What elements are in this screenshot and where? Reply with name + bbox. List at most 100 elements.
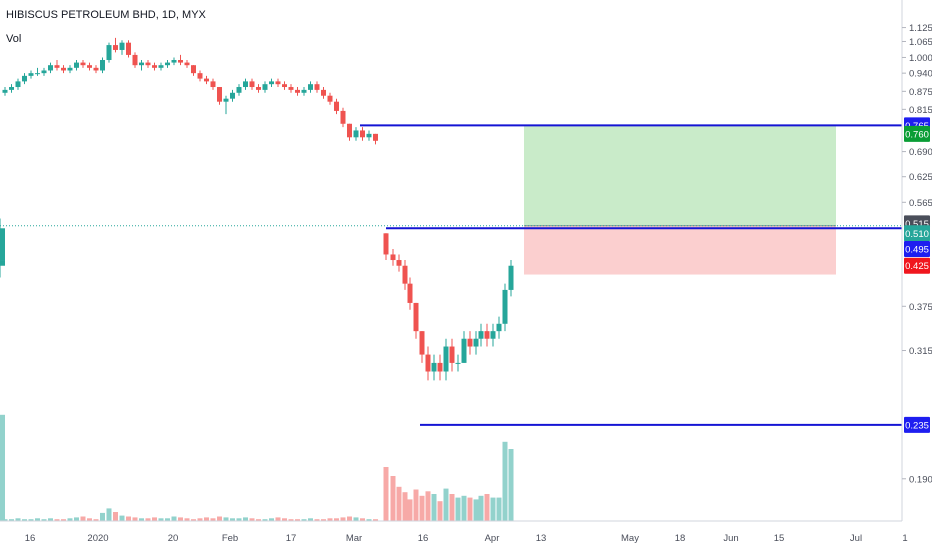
time-tick-label: 20 <box>168 533 179 544</box>
volume-bar <box>100 512 105 521</box>
candle-body <box>353 130 359 138</box>
volume-bar <box>282 518 287 521</box>
volume-bar <box>41 519 47 521</box>
time-tick-label: 18 <box>675 533 686 544</box>
volume-bar <box>334 518 339 521</box>
candle-body <box>288 87 294 90</box>
volume-bar <box>314 519 320 521</box>
candle-body <box>295 89 300 93</box>
candle-body <box>407 283 413 303</box>
volume-bar <box>419 495 425 521</box>
volume-bar <box>243 517 248 521</box>
price-tick-label: 0.690 <box>909 147 932 158</box>
candle-body <box>249 81 255 88</box>
candle-body <box>461 338 467 363</box>
volume-bar <box>223 517 229 521</box>
candle-body <box>478 331 484 339</box>
candle-body <box>327 95 333 102</box>
volume-bar <box>249 518 255 521</box>
volume-bar <box>308 518 313 521</box>
price-tick-label: 0.315 <box>909 346 932 357</box>
candle-body <box>48 65 53 71</box>
time-tick-label: Mar <box>346 533 362 544</box>
volume-bar <box>360 518 365 521</box>
volume-bar <box>353 517 359 521</box>
volume-bar <box>275 517 281 521</box>
candle-body <box>425 354 431 372</box>
candle-body <box>145 62 151 66</box>
candle-body <box>171 60 177 63</box>
candle-body <box>256 87 261 90</box>
price-tick-label: 1.000 <box>909 53 932 64</box>
volume-bar <box>178 517 183 521</box>
candle-body <box>93 67 99 71</box>
candle-body <box>15 81 21 88</box>
candle-body <box>204 78 209 82</box>
volume-bar <box>301 519 307 521</box>
volume-bar <box>288 519 294 521</box>
candle-body <box>243 81 248 88</box>
candle-body <box>223 98 229 102</box>
volume-bar <box>145 518 151 521</box>
candle-body <box>178 60 183 63</box>
volume-bar <box>443 488 449 521</box>
candle-body <box>301 89 307 93</box>
candle-body <box>484 331 490 339</box>
volume-bar <box>184 518 190 521</box>
candle-body <box>449 346 455 363</box>
price-tick-label: 0.815 <box>909 105 932 116</box>
price-badge <box>904 241 930 258</box>
candle-body <box>0 228 5 261</box>
candle-body <box>139 62 144 66</box>
stop-loss-zone <box>524 225 836 275</box>
volume-bar <box>67 518 73 521</box>
volume-bar <box>152 517 157 521</box>
candle-body <box>413 302 419 332</box>
volume-bar <box>425 491 431 521</box>
volume-bar <box>407 499 413 521</box>
candle-body <box>396 260 402 266</box>
volume-bar <box>390 476 396 521</box>
candle-body <box>467 338 473 347</box>
candle-body <box>308 84 313 90</box>
candle-body <box>87 65 92 68</box>
time-tick-label: May <box>621 533 639 544</box>
volume-bar <box>347 516 352 521</box>
candle-body <box>431 362 437 372</box>
volume-bar <box>197 518 203 521</box>
candle-body <box>275 81 281 85</box>
volume-bar <box>295 519 300 521</box>
volume-bar <box>61 519 66 521</box>
volume-bar <box>496 497 502 521</box>
volume-bar <box>74 517 79 521</box>
candle-body <box>67 67 73 71</box>
candle-body <box>437 362 443 372</box>
price-tick-label: 0.625 <box>909 172 932 183</box>
candle-body <box>502 289 508 324</box>
time-tick-label: Jul <box>850 533 862 544</box>
candle-body <box>366 133 372 138</box>
time-tick-label: 2020 <box>87 533 108 544</box>
volume-bar <box>473 499 479 521</box>
volume-bar <box>383 467 389 521</box>
volume-bar <box>0 414 5 521</box>
volume-bar <box>139 518 144 521</box>
candle-body <box>74 62 79 68</box>
volume-bar <box>126 516 131 521</box>
volume-bar <box>467 497 473 521</box>
candle-body <box>490 331 496 339</box>
volume-bar <box>321 519 326 521</box>
candle-body <box>314 84 320 90</box>
candle-body <box>2 89 8 93</box>
volume-bar <box>22 519 27 521</box>
candle-body <box>496 323 502 332</box>
volume-bar <box>158 518 164 521</box>
volume-bar <box>413 489 419 521</box>
volume-bar <box>327 518 333 521</box>
candle-body <box>360 130 365 138</box>
candle-body <box>54 65 60 68</box>
time-tick-label: 13 <box>536 533 547 544</box>
time-tick-label: 1 <box>902 533 907 544</box>
price-tick-label: 0.565 <box>909 198 932 209</box>
